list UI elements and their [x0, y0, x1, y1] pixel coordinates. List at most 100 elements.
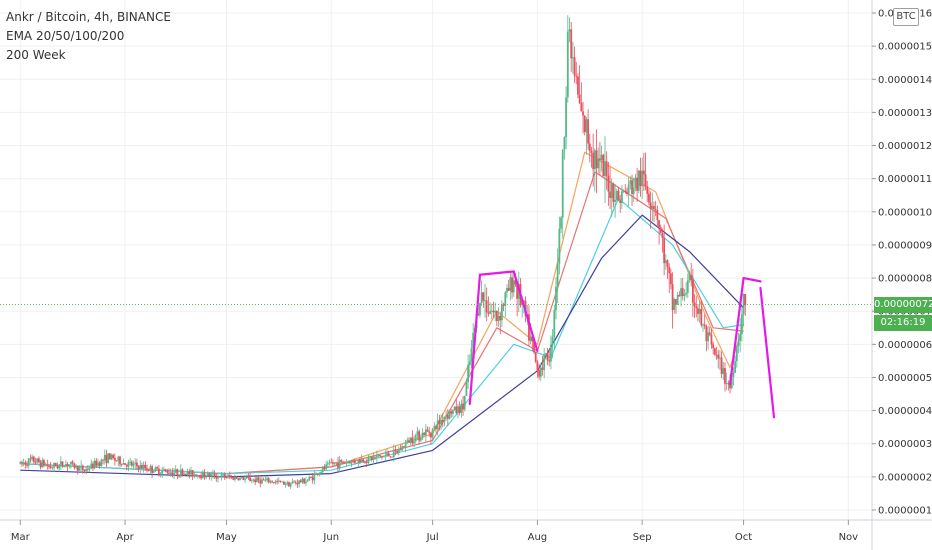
symbol-label[interactable]: Ankr / Bitcoin, 4h, BINANCE: [6, 10, 171, 24]
candle-body: [316, 473, 319, 475]
time-tick-label: Jul: [426, 532, 439, 543]
candle-body: [269, 481, 272, 483]
time-tick-label: Apr: [116, 532, 134, 543]
candle-body: [539, 367, 542, 377]
candle-body: [239, 477, 241, 480]
candle-body: [245, 477, 248, 479]
candle-body: [48, 465, 50, 467]
candle-body: [345, 462, 348, 464]
candle-body: [565, 97, 568, 138]
candle-body: [100, 459, 103, 466]
currency-badge[interactable]: BTC: [893, 8, 919, 26]
candle-body: [66, 464, 69, 467]
candle-body: [230, 476, 233, 478]
candle-body: [543, 354, 546, 370]
candle-body: [81, 465, 84, 471]
candle-body: [134, 462, 137, 464]
candle-body: [337, 462, 339, 468]
candle-body: [529, 336, 532, 341]
candle-body: [604, 161, 606, 177]
candle-body: [271, 481, 273, 483]
time-tick-label: Jun: [322, 532, 339, 543]
candle-body: [80, 465, 83, 468]
candle-body: [63, 466, 66, 468]
time-tick-label: Aug: [528, 532, 548, 543]
candle-body: [39, 462, 42, 468]
candle-body: [629, 180, 632, 185]
candle-body: [289, 483, 292, 487]
candle-body: [480, 292, 483, 304]
candle-body: [455, 406, 458, 413]
candle-body: [350, 460, 353, 464]
candle-body: [293, 481, 295, 483]
price-tick-label: 0.00000010: [878, 506, 932, 517]
candle-body: [262, 479, 265, 481]
candle-body: [257, 477, 260, 481]
candle-body: [558, 228, 561, 264]
candle-body: [301, 478, 304, 483]
candle-body: [71, 461, 74, 464]
candle-body: [107, 453, 110, 463]
candle-body: [391, 456, 393, 458]
candle-body: [479, 303, 481, 316]
bar-countdown-badge: 02:16:19: [874, 315, 932, 331]
candle-body: [318, 473, 321, 475]
candle-body: [593, 150, 596, 170]
ema-indicator-label[interactable]: EMA 20/50/100/200: [6, 29, 125, 43]
candle-body: [587, 119, 589, 144]
candle-body: [217, 476, 219, 479]
candle-body: [516, 284, 519, 299]
ema-line-4: [20, 214, 745, 478]
time-tick-label: Oct: [735, 532, 752, 543]
candle-body: [397, 449, 400, 453]
candle-body: [735, 346, 738, 362]
candle-body: [137, 466, 140, 470]
candle-body: [191, 470, 194, 477]
candle-body: [31, 456, 34, 460]
week-indicator-label[interactable]: 200 Week: [6, 48, 66, 62]
candle-body: [607, 175, 610, 192]
candle-body: [156, 467, 159, 469]
candle-body: [734, 361, 737, 374]
candle-body: [41, 460, 44, 468]
candle-body: [509, 277, 512, 291]
candle-body: [637, 170, 640, 191]
candle-body: [671, 284, 674, 311]
candle-body: [573, 57, 576, 76]
candle-body: [78, 467, 81, 471]
candle-body: [644, 174, 647, 187]
candle-body: [619, 200, 622, 203]
candle-body: [88, 468, 91, 470]
candle-body: [178, 474, 181, 477]
candle-body: [51, 467, 54, 469]
candle-body: [536, 361, 539, 371]
candle-body: [617, 190, 620, 201]
candle-body: [181, 469, 184, 475]
annotation-line: [742, 276, 762, 283]
candle-body: [83, 470, 86, 472]
candle-body: [149, 466, 152, 471]
candle-body: [610, 183, 613, 198]
candle-body: [548, 360, 551, 362]
candle-body: [68, 464, 71, 467]
candle-body: [304, 481, 307, 484]
annotation-line: [759, 286, 776, 419]
candle-body: [690, 275, 693, 280]
candle-body: [303, 478, 306, 484]
candle-body: [232, 476, 235, 480]
candle-body: [286, 482, 289, 485]
candle-body: [737, 341, 740, 347]
candle-body: [43, 460, 45, 466]
candle-body: [179, 469, 182, 477]
candle-body: [357, 459, 360, 463]
candle-body: [418, 431, 421, 441]
candle-body: [326, 463, 329, 465]
candle-body: [531, 336, 534, 342]
candle-body: [646, 186, 649, 194]
candle-body: [468, 361, 471, 365]
candle-body: [125, 464, 128, 467]
candle-body: [673, 299, 676, 311]
candle-body: [122, 463, 125, 465]
